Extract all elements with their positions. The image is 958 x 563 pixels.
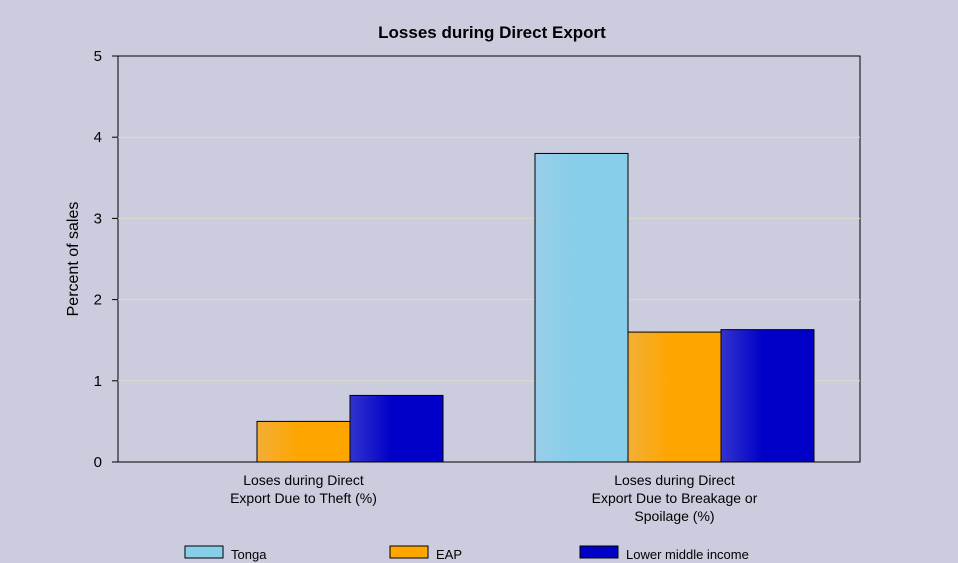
category-labels: Loses during Direct Export Due to Theft (… (230, 472, 758, 524)
bar-lower-middle-income-1 (720, 329, 815, 463)
category-label: Loses during Direct Export Due to Theft (… (230, 472, 377, 506)
y-tick-label: 2 (94, 292, 102, 309)
legend-label-lower-middle-income: Lower middle income (626, 547, 749, 562)
legend-swatch-lower-middle-income (579, 545, 619, 559)
y-tick-label: 5 (94, 48, 102, 65)
chart-title: Losses during Direct Export (378, 23, 606, 42)
y-axis-ticks: 0 1 2 3 4 5 (94, 48, 118, 471)
grid-lines (118, 136, 860, 382)
legend-swatch-tonga (184, 545, 224, 559)
y-tick-label: 3 (94, 210, 102, 227)
bar-eap-1 (627, 331, 722, 463)
y-tick-label: 4 (94, 129, 102, 146)
bars (256, 152, 815, 463)
bar-eap-0 (256, 420, 351, 463)
category-label: Loses during Direct Export Due to Breakag… (592, 472, 758, 524)
bar-tonga-1 (534, 152, 629, 463)
legend-swatch-eap (389, 545, 429, 559)
y-axis-label: Percent of sales (65, 202, 82, 317)
y-tick-label: 0 (94, 454, 102, 471)
legend-label-tonga: Tonga (231, 547, 267, 562)
y-tick-label: 1 (94, 373, 102, 390)
bar-lower-middle-income-0 (349, 394, 444, 463)
legend: Tonga EAP Lower middle income (184, 545, 749, 562)
legend-label-eap: EAP (436, 547, 462, 562)
